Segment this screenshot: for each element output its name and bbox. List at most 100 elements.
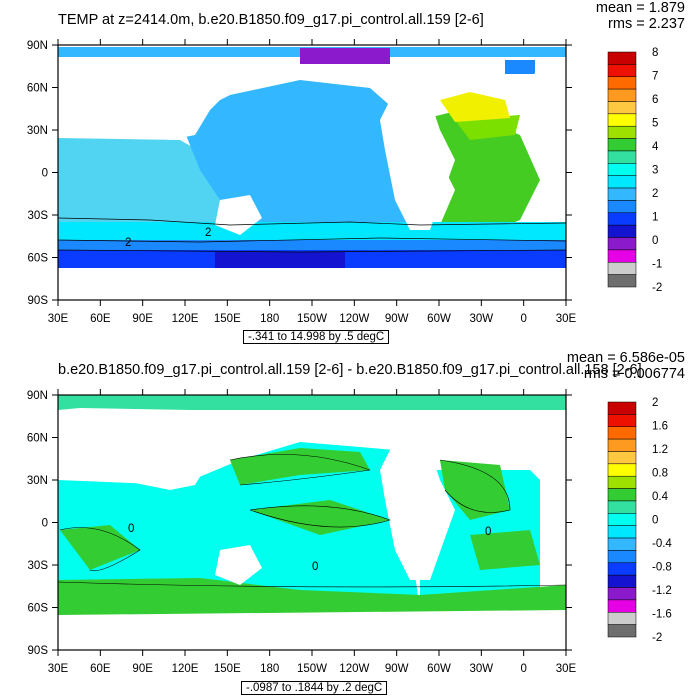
top-lon-label: 180 <box>260 313 279 325</box>
bottom-colorbar-swatch <box>607 525 637 539</box>
bottom-lon-label: 30W <box>470 663 494 675</box>
top-lat-label: 30N <box>27 125 48 137</box>
bottom-colorbar-swatch <box>607 500 637 514</box>
bottom-lon-label: 90W <box>385 663 409 675</box>
top-lon-label: 30E <box>48 313 69 325</box>
top-colorbar-swatch <box>607 224 637 238</box>
bottom-colorbar-swatch <box>607 612 637 625</box>
top-colorbar-swatch <box>607 150 637 164</box>
top-colorbar-label: 1 <box>652 212 658 224</box>
bottom-lon-label: 120E <box>172 663 199 675</box>
top-colorbar-swatch <box>607 125 637 139</box>
top-mean: mean = 1.879 <box>595 0 685 16</box>
bottom-lon-label: 120W <box>339 663 369 675</box>
top-rms: rms = 2.237 <box>608 16 685 32</box>
top-range-label: -.341 to 14.998 by .5 degC <box>243 330 390 344</box>
top-colorbar-swatch <box>607 249 637 263</box>
top-colorbar-swatch <box>607 88 637 102</box>
top-contours <box>57 217 567 253</box>
top-colorbar-swatch <box>607 237 637 251</box>
top-lon-label: 90W <box>385 313 409 325</box>
top-land <box>58 58 566 300</box>
top-colorbar-label: 3 <box>652 165 658 177</box>
bottom-colorbar-swatch <box>607 513 637 526</box>
top-colorbar-swatch <box>607 64 637 77</box>
top-lat-label: 30S <box>28 210 49 222</box>
bottom-lon-label: 150E <box>214 663 241 675</box>
top-colorbar-swatch <box>607 113 637 127</box>
bottom-lon-label: 0 <box>520 663 526 675</box>
bottom-colorbar-swatch <box>607 574 637 588</box>
bottom-colorbar-swatch <box>607 587 637 601</box>
bottom-lat-label: 0 <box>42 518 48 530</box>
top-lon-label: 60E <box>90 313 111 325</box>
bottom-colorbar-label: 1.6 <box>652 421 668 433</box>
top-colorbar-swatch <box>607 262 637 275</box>
top-colorbar-swatch <box>607 274 637 288</box>
bottom-colorbar-label: 0.8 <box>652 468 668 480</box>
bottom-title: b.e20.B1850.f09_g17.pi_control.all.159 [… <box>58 362 642 378</box>
top-colorbar-label: 0 <box>652 235 658 247</box>
top-ocean-field <box>58 45 566 300</box>
bottom-rms: rms = 0.006774 <box>583 366 685 382</box>
top-lon-label: 30W <box>470 313 494 325</box>
top-colorbar-label: 4 <box>652 141 659 153</box>
bottom-lat-label: 90S <box>28 645 49 657</box>
bottom-colorbar-swatch <box>607 537 637 551</box>
bottom-colorbar-swatch <box>607 438 637 452</box>
top-title: TEMP at z=2414.0m, b.e20.B1850.f09_g17.p… <box>58 12 484 28</box>
top-colorbar-label: 2 <box>652 188 658 200</box>
bottom-lat-label: 60S <box>28 603 49 615</box>
bottom-lat-label: 30N <box>27 475 48 487</box>
top-colorbar-swatch <box>607 101 637 115</box>
bottom-range-label: -.0987 to .1844 by .2 degC <box>241 681 388 695</box>
top-lon-label: 60W <box>427 313 451 325</box>
top-colorbar-label: 6 <box>652 94 658 106</box>
bottom-lon-label: 180 <box>260 663 279 675</box>
bottom-colorbar-swatch <box>607 475 637 489</box>
bottom-colorbar-label: -0.8 <box>652 562 672 574</box>
top-colorbar-label: 5 <box>652 118 658 130</box>
bottom-colorbar-swatch <box>607 599 637 613</box>
bottom-map-plot: 0 0 0 90N 60N 30N 0 30S 60S 90S 30E 60E 90E 120E 15… <box>27 389 672 675</box>
bottom-colorbar-label: 0.4 <box>652 491 669 503</box>
top-colorbar-swatch <box>607 212 637 226</box>
top-colorbar-label: -2 <box>652 282 662 294</box>
bottom-colorbar-label: 2 <box>652 397 658 409</box>
bottom-lon-label: 150W <box>297 663 327 675</box>
top-colorbar-label: 7 <box>652 71 658 83</box>
bottom-colorbar-swatch <box>607 451 637 465</box>
bottom-colorbar: 2 1.6 1.2 0.8 0.4 0 -0.4 -0.8 -1.2 -1.6 -2 <box>607 397 672 644</box>
top-colorbar-label: -1 <box>652 259 662 271</box>
bottom-colorbar-swatch <box>607 463 637 477</box>
bottom-colorbar-swatch <box>607 401 637 415</box>
bottom-colorbar-label: -2 <box>652 632 662 644</box>
top-map-panel: 2 2 90N 60N 30N 0 30S 60S 90S 30E 60E 90E 120E 150E… <box>27 0 685 344</box>
top-lat-label: 60S <box>28 253 49 265</box>
top-lon-label: 120E <box>172 313 199 325</box>
bottom-ocean-field <box>58 395 566 650</box>
top-contour-label: 2 <box>125 237 131 249</box>
bottom-colorbar-swatch <box>607 414 637 427</box>
top-lat-label: 0 <box>42 168 48 180</box>
bottom-lat-label: 90N <box>27 390 48 402</box>
bottom-colorbar-swatch <box>607 488 637 502</box>
top-lon-label: 150W <box>297 313 327 325</box>
bottom-colorbar-swatch <box>607 550 637 564</box>
top-colorbar-swatch <box>607 163 637 176</box>
bottom-mean: mean = 6.586e-05 <box>566 350 685 366</box>
bottom-colorbar-label: -1.2 <box>652 585 672 597</box>
top-colorbar-swatch <box>607 138 637 152</box>
bottom-colorbar-label: -1.6 <box>652 609 672 621</box>
top-lon-label: 30E <box>556 313 577 325</box>
top-contour-label: 2 <box>205 227 211 239</box>
bottom-colorbar-swatch <box>607 562 637 576</box>
top-axes: 90N 60N 30N 0 30S 60S 90S 30E 60E 90E 120E 150E 180 1… <box>27 39 577 325</box>
bottom-colorbar-swatch <box>607 624 637 638</box>
bottom-lon-label: 30E <box>48 663 69 675</box>
bottom-contour-label: 0 <box>312 561 318 573</box>
top-lat-label: 60N <box>27 83 48 95</box>
top-colorbar-swatch <box>607 187 637 201</box>
top-lon-label: 150E <box>214 313 241 325</box>
top-lat-label: 90S <box>28 295 49 307</box>
